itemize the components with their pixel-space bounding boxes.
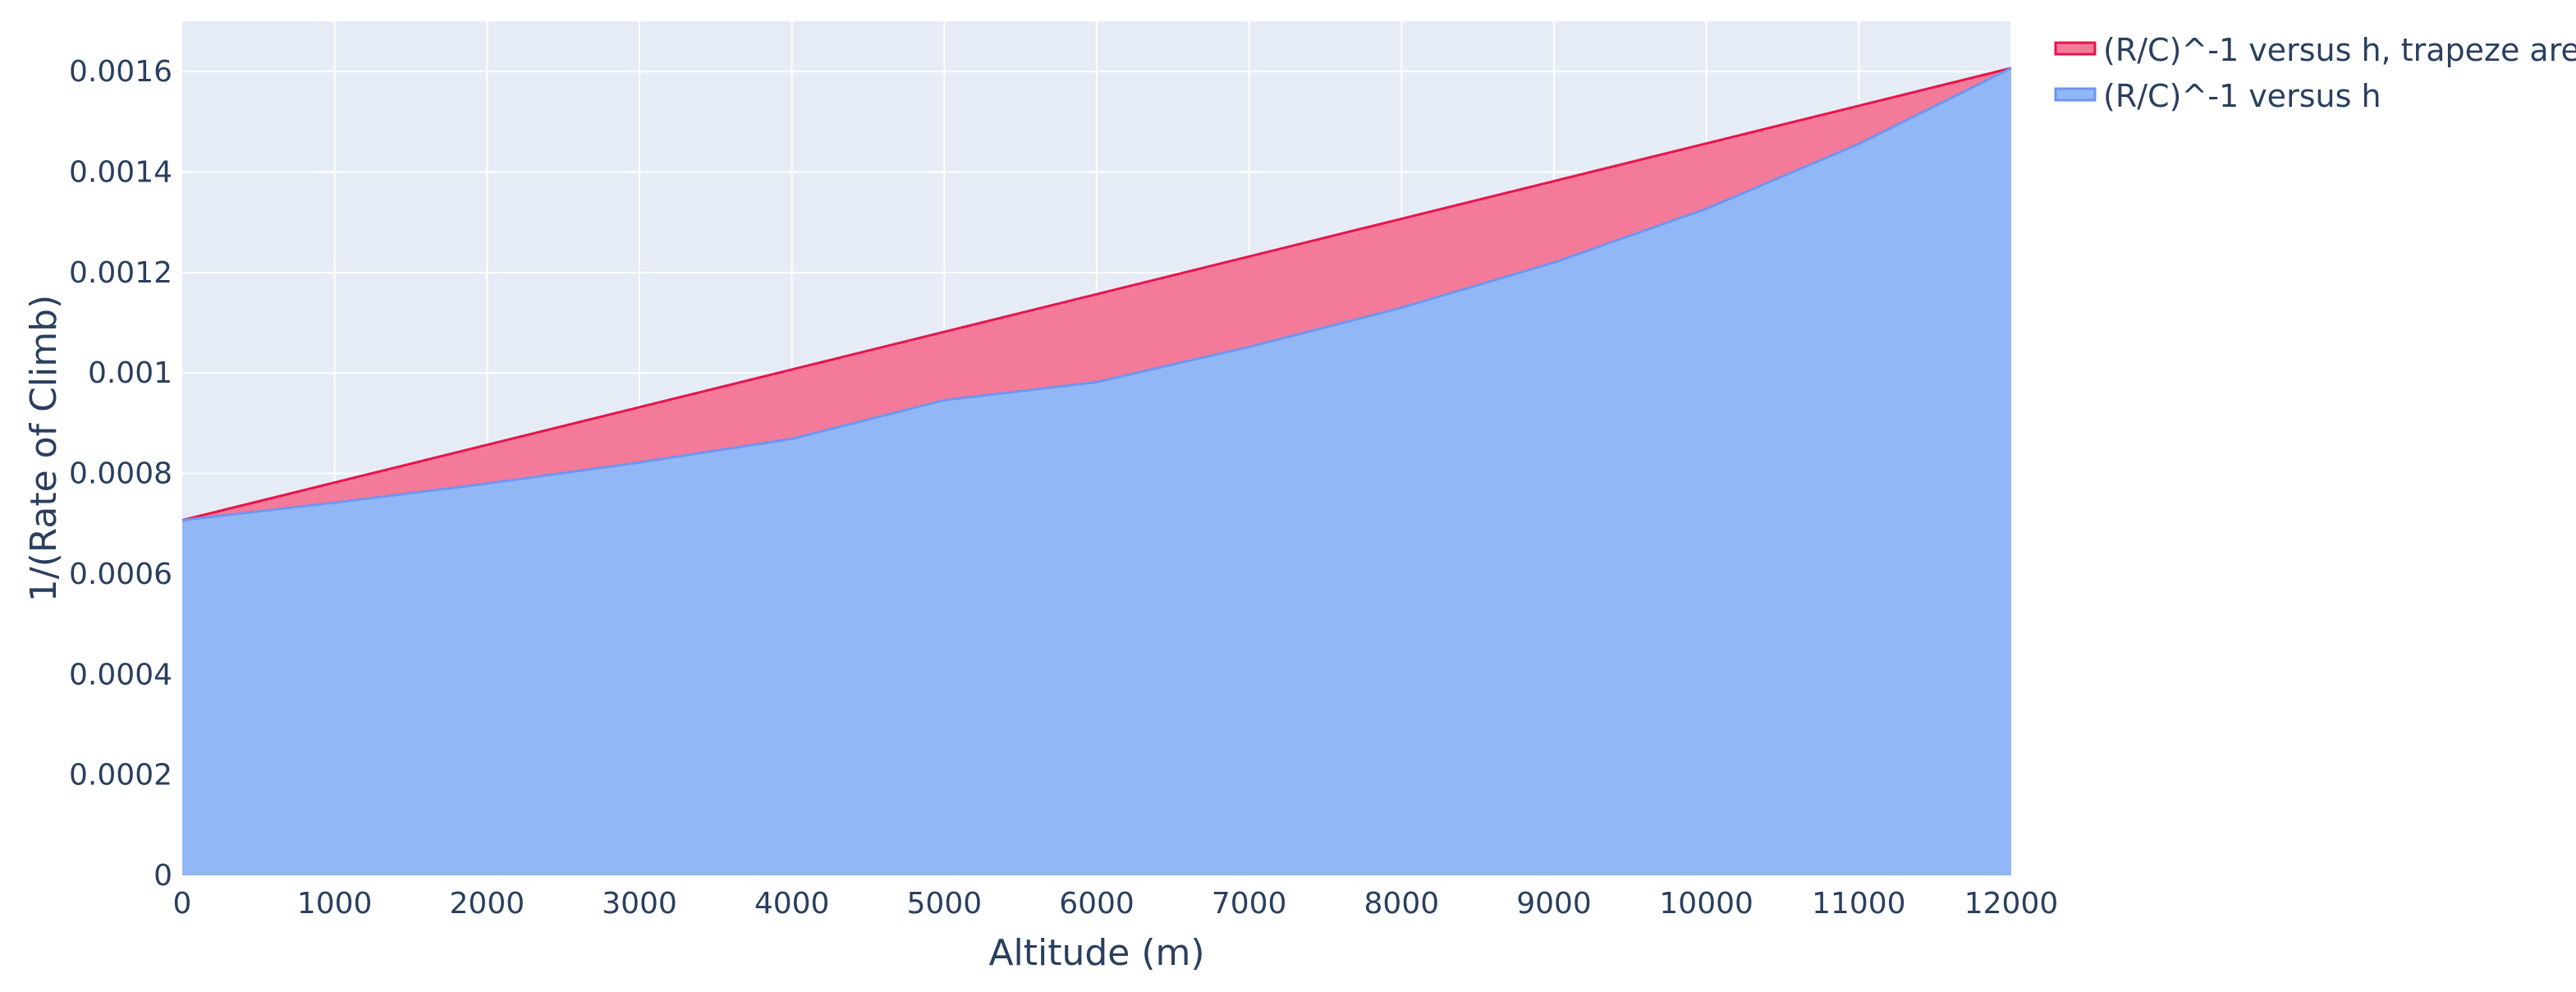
legend-swatch <box>2054 87 2097 102</box>
x-tick-label: 10000 <box>1659 887 1753 921</box>
y-axis-ticks: 0 0.0002 0.0004 0.0006 0.0008 0.001 0.0012 0.00… <box>69 55 172 893</box>
x-tick-label: 7000 <box>1212 887 1287 921</box>
x-tick-label: 3000 <box>602 887 677 921</box>
legend-swatch <box>2054 41 2097 56</box>
y-axis-title: 1/(Rate of Climb) <box>23 295 65 602</box>
y-tick-label: 0.0008 <box>69 457 172 491</box>
x-tick-label: 11000 <box>1812 887 1906 921</box>
legend: (R/C)^-1 versus h, trapeze area (R/C)^-1 … <box>2054 32 2576 114</box>
x-axis-ticks: 0 1000 2000 3000 4000 5000 6000 7000 8000 9000 100… <box>173 887 2059 921</box>
legend-label: (R/C)^-1 versus h <box>2103 78 2381 114</box>
x-axis-title: Altitude (m) <box>988 932 1204 974</box>
area-fill-series-2 <box>182 67 2011 875</box>
line-series-1 <box>181 67 2012 521</box>
series-lines <box>181 67 2012 521</box>
x-tick-label: 0 <box>173 887 192 921</box>
x-tick-label: 12000 <box>1964 887 2059 921</box>
x-tick-label: 1000 <box>297 887 373 921</box>
legend-label: (R/C)^-1 versus h, trapeze area <box>2103 32 2576 68</box>
y-tick-label: 0.001 <box>88 356 172 390</box>
y-tick-label: 0.0012 <box>69 256 172 290</box>
line-series-2 <box>181 67 2012 521</box>
y-tick-label: 0 <box>154 859 172 893</box>
y-tick-label: 0.0016 <box>69 55 172 89</box>
x-tick-label: 5000 <box>907 887 983 921</box>
y-tick-label: 0.0004 <box>69 658 172 691</box>
y-tick-label: 0.0014 <box>69 156 172 190</box>
x-tick-label: 8000 <box>1364 887 1440 921</box>
y-tick-label: 0.0006 <box>69 558 172 591</box>
x-tick-label: 4000 <box>754 887 830 921</box>
area-series <box>182 67 2011 875</box>
x-tick-label: 9000 <box>1516 887 1592 921</box>
y-tick-label: 0.0002 <box>69 759 172 792</box>
x-tick-label: 6000 <box>1059 887 1134 921</box>
x-tick-label: 2000 <box>450 887 525 921</box>
